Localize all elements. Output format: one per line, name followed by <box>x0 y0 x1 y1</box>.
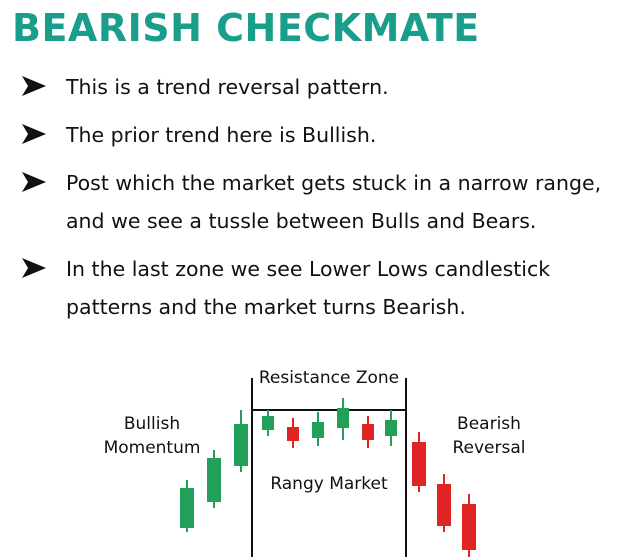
range-bearish-candle <box>287 418 299 448</box>
range-bullish-candle <box>385 410 397 446</box>
bearish-candle <box>437 474 451 532</box>
bullet-text: This is a trend reversal pattern. <box>66 75 389 99</box>
range-bearish-candle <box>362 416 374 448</box>
resistance-zone-label: Resistance Zone <box>258 368 400 388</box>
arrow-bullet-icon <box>22 258 46 278</box>
bearish-candle <box>412 432 426 492</box>
range-bullish-candle <box>262 410 274 436</box>
bullet-item: Post which the market gets stuck in a na… <box>20 164 620 240</box>
arrow-bullet-icon <box>22 76 46 96</box>
bullet-item: The prior trend here is Bullish. <box>20 116 620 154</box>
bullish-label-line2: Momentum <box>103 438 201 458</box>
bullet-text: The prior trend here is Bullish. <box>66 123 377 147</box>
bullet-text: In the last zone we see Lower Lows candl… <box>66 257 551 319</box>
rangy-market-label: Rangy Market <box>270 474 388 494</box>
page-title: BEARISH CHECKMATE <box>12 6 480 50</box>
bullish-momentum-label: Bullish Momentum <box>90 412 214 460</box>
bullish-candle <box>207 450 221 508</box>
range-bullish-candle <box>312 412 324 446</box>
bullet-text: Post which the market gets stuck in a na… <box>66 171 602 233</box>
bullet-item: This is a trend reversal pattern. <box>20 68 620 106</box>
bullish-label-line1: Bullish <box>123 414 181 434</box>
bullish-candle <box>234 410 248 472</box>
bearish-candle <box>462 494 476 557</box>
bearish-reversal-label: Bearish Reversal <box>440 412 538 460</box>
bullet-item: In the last zone we see Lower Lows candl… <box>20 250 620 326</box>
pattern-diagram: Resistance Zone Bullish Momentum Rangy M… <box>0 350 628 557</box>
bullish-candle <box>180 480 194 532</box>
range-bullish-candle <box>337 398 349 440</box>
bullet-list: This is a trend reversal pattern. The pr… <box>20 68 620 336</box>
bearish-label-line1: Bearish <box>457 414 521 434</box>
bearish-label-line2: Reversal <box>452 438 526 458</box>
diagram-graphic <box>180 378 476 557</box>
arrow-bullet-icon <box>22 124 46 144</box>
arrow-bullet-icon <box>22 172 46 192</box>
